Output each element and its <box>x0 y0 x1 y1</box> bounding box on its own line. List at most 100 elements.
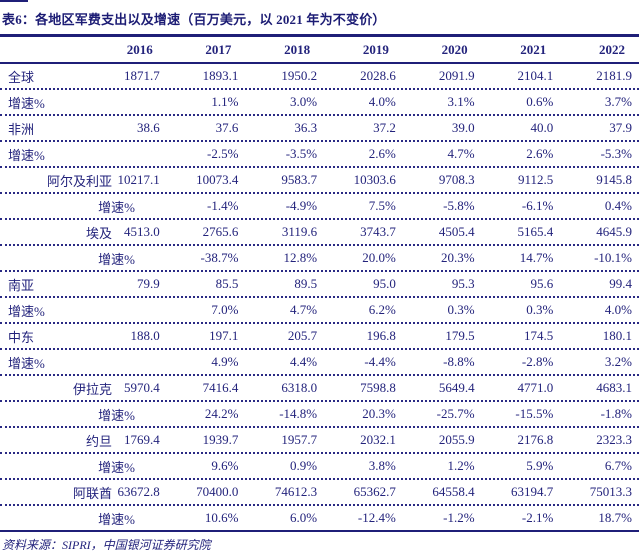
year-header-2019: 2019 <box>362 41 389 57</box>
value-cell: 5970.4 <box>123 380 160 395</box>
value-cell: 1893.1 <box>202 68 239 83</box>
row-label: 增速% <box>8 355 45 371</box>
value-cell: 3119.6 <box>281 224 318 239</box>
value-cell: 20.3% <box>362 406 396 421</box>
value-cell: 4645.9 <box>596 224 632 239</box>
value-cell: -14.8% <box>279 406 318 421</box>
row-label: 全球 <box>8 69 35 85</box>
table-row: 增速% 4.9% 4.4% -4.4% -8.8% -2.8% 3.2% <box>0 350 639 376</box>
value-cell: 0.9% <box>290 458 318 473</box>
row-label: 埃及 <box>85 225 112 241</box>
value-cell: 3743.7 <box>360 224 396 239</box>
value-cell: -2.8% <box>521 354 554 369</box>
value-cell: 37.6 <box>215 120 239 135</box>
value-cell: 7598.8 <box>360 380 396 395</box>
value-cell: 3.8% <box>368 458 396 473</box>
value-cell: -5.8% <box>443 198 475 213</box>
value-cell: 37.9 <box>609 120 632 135</box>
value-cell: -1.2% <box>443 510 475 525</box>
source-note: 资料来源：SIPRI，中国银河证券研究院 <box>2 538 211 552</box>
row-label: 伊拉克 <box>72 381 112 397</box>
value-cell: 1957.7 <box>281 432 318 447</box>
value-cell: 197.1 <box>209 328 239 343</box>
value-cell: 9708.3 <box>438 172 475 187</box>
value-cell: 5165.4 <box>517 224 554 239</box>
value-cell: -3.5% <box>285 146 318 161</box>
value-cell: 24.2% <box>204 406 239 421</box>
table-row: 约旦 1769.4 1939.7 1957.7 2032.1 2055.9 2176.8 23… <box>0 428 639 454</box>
year-header-2017: 2017 <box>205 41 232 57</box>
value-cell: -2.5% <box>207 146 239 161</box>
value-cell: -38.7% <box>200 250 239 265</box>
value-cell: 4.9% <box>211 354 239 369</box>
table-row: 增速% -1.4% -4.9% 7.5% -5.8% -6.1% 0.4% <box>0 194 639 220</box>
value-cell: 4683.1 <box>596 380 632 395</box>
value-cell: 14.7% <box>519 250 554 265</box>
value-cell: 2323.3 <box>596 432 632 447</box>
value-cell: 6.2% <box>368 302 396 317</box>
value-cell: 95.6 <box>530 276 554 291</box>
value-cell: 188.0 <box>130 328 160 343</box>
value-cell: 37.2 <box>373 120 396 135</box>
value-cell: 10217.1 <box>117 172 160 187</box>
table-title: 表6：各地区军费支出以及增速（百万美元，以 2021 年为不变价） <box>0 4 639 37</box>
value-cell: 3.7% <box>604 94 632 109</box>
value-cell: 205.7 <box>287 328 318 343</box>
row-label: 增速% <box>98 459 135 475</box>
row-label: 中东 <box>8 329 35 345</box>
year-header-2018: 2018 <box>284 41 311 57</box>
value-cell: -4.9% <box>285 198 318 213</box>
table-row: 非洲 38.6 37.6 36.3 37.2 39.0 40.0 37.9 <box>0 116 639 142</box>
value-cell: 5649.4 <box>438 380 475 395</box>
value-cell: 1950.2 <box>281 68 318 83</box>
value-cell: -10.1% <box>594 250 632 265</box>
value-cell: 9.6% <box>211 458 239 473</box>
value-cell: 7.0% <box>211 302 239 317</box>
value-cell: 6.7% <box>604 458 632 473</box>
value-cell: 2.6% <box>526 146 554 161</box>
value-cell: 89.5 <box>294 276 318 291</box>
value-cell: 180.1 <box>602 328 632 343</box>
value-cell: 2.6% <box>368 146 396 161</box>
value-cell: 2104.1 <box>517 68 554 83</box>
row-label: 阿尔及利亚 <box>46 173 112 189</box>
value-cell: 63194.7 <box>511 484 554 499</box>
value-cell: 179.5 <box>445 328 475 343</box>
military-expenditure-table: 表6：各地区军费支出以及增速（百万美元，以 2021 年为不变价） 2016 20… <box>0 4 639 553</box>
value-cell: 12.8% <box>283 250 318 265</box>
table-row: 全球 1871.7 1893.1 1950.2 2028.6 2091.9 2104.1 21… <box>0 64 639 90</box>
row-label: 增速% <box>98 511 135 527</box>
table-row: 阿联酋 63672.8 70400.0 74612.3 65362.7 64558.4 63… <box>0 480 639 506</box>
table-body: 全球 1871.7 1893.1 1950.2 2028.6 2091.9 2104.1 21… <box>0 64 639 532</box>
row-label: 增速% <box>8 303 45 319</box>
table-row: 阿尔及利亚 10217.1 10073.4 9583.7 10303.6 9708.3 91… <box>0 168 639 194</box>
value-cell: 3.0% <box>290 94 318 109</box>
row-label: 阿联酋 <box>72 485 112 501</box>
row-label: 增速% <box>98 199 135 215</box>
value-cell: -8.8% <box>443 354 475 369</box>
value-cell: 7416.4 <box>202 380 239 395</box>
value-cell: 1769.4 <box>123 432 160 447</box>
value-cell: 3.1% <box>447 94 475 109</box>
table-row: 埃及 4513.0 2765.6 3119.6 3743.7 4505.4 5165.4 46… <box>0 220 639 246</box>
value-cell: 9112.5 <box>518 172 554 187</box>
page-top-rule <box>0 0 28 2</box>
table-row: 增速% -38.7% 12.8% 20.0% 20.3% 14.7% -10.1% <box>0 246 639 272</box>
value-cell: -12.4% <box>357 510 396 525</box>
year-header-2016: 2016 <box>126 41 153 57</box>
value-cell: -4.4% <box>364 354 396 369</box>
row-label: 约旦 <box>85 433 112 449</box>
value-cell: 4.7% <box>447 146 475 161</box>
row-label: 增速% <box>98 251 135 267</box>
value-cell: 9145.8 <box>596 172 632 187</box>
value-cell: 20.3% <box>440 250 475 265</box>
value-cell: 7.5% <box>368 198 396 213</box>
year-header-2022: 2022 <box>599 41 625 57</box>
value-cell: 2032.1 <box>360 432 396 447</box>
value-cell: 1.1% <box>211 94 239 109</box>
year-header-2020: 2020 <box>441 41 468 57</box>
value-cell: 70400.0 <box>196 484 239 499</box>
value-cell: 4513.0 <box>123 224 160 239</box>
value-cell: 6.0% <box>290 510 318 525</box>
value-cell: 95.3 <box>451 276 475 291</box>
